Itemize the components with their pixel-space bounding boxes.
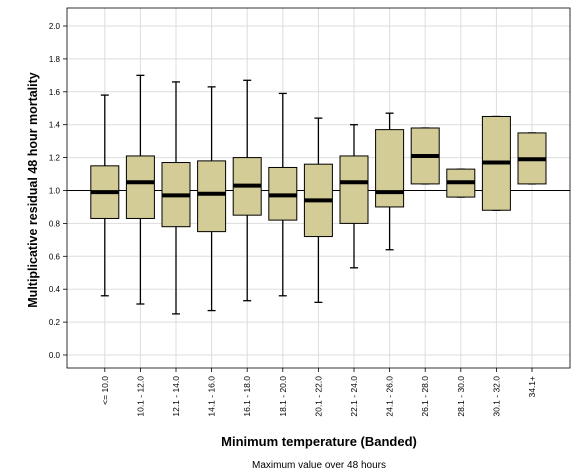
box-2 — [125, 74, 155, 305]
x-tick-label: 16.1 - 18.0 — [242, 376, 252, 417]
y-axis-ticks: 0.0 0.2 0.4 0.6 0.8 1.0 1.2 1.4 1.6 1.8 2.0 — [49, 22, 67, 360]
footnote-text: Maximum value over 48 hours — [252, 460, 386, 471]
x-tick-label: 10.1 - 12.0 — [135, 376, 145, 417]
y-tick-label: 1.2 — [49, 154, 61, 163]
y-tick-label: 0.6 — [49, 252, 61, 261]
x-tick-label: 12.1 - 14.0 — [171, 376, 181, 417]
boxes-group — [90, 74, 547, 315]
y-tick-label: 1.6 — [49, 88, 61, 97]
y-tick-label: 1.4 — [49, 121, 61, 130]
y-tick-label: 0.4 — [49, 285, 61, 294]
x-tick-label: 30.1 - 32.0 — [491, 376, 501, 417]
box-9 — [375, 112, 405, 251]
box-4 — [197, 86, 227, 312]
x-tick-label: 18.1 - 20.0 — [278, 376, 288, 417]
box-8 — [339, 124, 369, 269]
box-iqr — [197, 160, 227, 233]
x-tick-label: 20.1 - 22.0 — [313, 376, 323, 417]
x-axis-ticks: <= 10.0 10.1 - 12.0 12.1 - 14.0 14.1 - 16.0… — [100, 368, 537, 417]
y-tick-label: 2.0 — [49, 22, 61, 31]
x-tick-label: <= 10.0 — [100, 376, 110, 405]
x-tick-label: 34.1+ — [527, 376, 537, 398]
box-1 — [90, 94, 120, 297]
x-tick-label: 14.1 - 16.0 — [207, 376, 217, 417]
y-tick-label: 0.2 — [49, 318, 61, 327]
box-iqr — [339, 155, 369, 224]
box-10 — [410, 127, 440, 185]
x-axis-title: Minimum temperature (Banded) — [221, 434, 417, 449]
x-tick-label: 22.1 - 24.0 — [349, 376, 359, 417]
box-5 — [232, 79, 262, 302]
box-11 — [446, 168, 476, 198]
y-tick-label: 0.0 — [49, 351, 61, 360]
y-tick-label: 1.0 — [49, 187, 61, 196]
y-tick-label: 0.8 — [49, 219, 61, 228]
box-3 — [161, 81, 191, 315]
box-iqr — [375, 129, 405, 208]
x-tick-label: 28.1 - 30.0 — [456, 376, 466, 417]
box-13 — [517, 132, 547, 185]
box-iqr — [125, 155, 155, 219]
box-12 — [481, 115, 511, 211]
box-6 — [268, 92, 298, 297]
x-tick-label: 24.1 - 26.0 — [385, 376, 395, 417]
box-7 — [303, 117, 333, 304]
x-tick-label: 26.1 - 28.0 — [420, 376, 430, 417]
y-axis-title: Multiplicative residual 48 hour mortalit… — [26, 72, 40, 308]
y-tick-label: 1.8 — [49, 55, 61, 64]
